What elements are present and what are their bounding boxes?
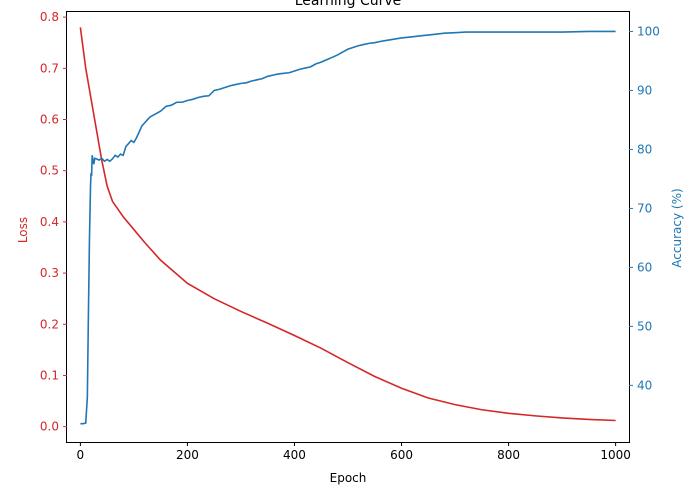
chart-title: Learning Curve	[295, 0, 402, 9]
x-tick-label: 400	[283, 448, 306, 462]
left-y-tick-label: 0.7	[40, 61, 59, 75]
loss-series-line	[79, 27, 616, 422]
right-y-tick-label: 50	[637, 319, 652, 333]
right-y-tick-label: 80	[637, 142, 652, 156]
left-y-tick-label: 0.3	[40, 266, 59, 280]
left-y-axis: 0.0 0.1 0.2 0.3 0.4 0.5 0.6 0.7 0.8	[40, 10, 67, 434]
right-y-tick-label: 90	[637, 83, 652, 97]
x-tick-label: 1000	[600, 448, 631, 462]
x-axis-label: Epoch	[330, 471, 367, 485]
left-y-tick-label: 0.0	[40, 420, 59, 434]
left-y-tick-label: 0.6	[40, 113, 59, 127]
left-y-axis-label: Loss	[16, 217, 30, 243]
right-y-tick-label: 60	[637, 260, 652, 274]
x-tick-label: 800	[497, 448, 520, 462]
left-y-tick-label: 0.1	[40, 368, 59, 382]
x-axis: 0 200 400 600 800 1000	[77, 442, 631, 462]
right-y-tick-label: 40	[637, 378, 652, 392]
left-y-tick-label: 0.4	[40, 215, 59, 229]
x-tick-label: 0	[77, 448, 85, 462]
x-tick-label: 600	[390, 448, 413, 462]
plot-area-frame	[66, 11, 630, 443]
right-y-tick-label: 100	[637, 24, 660, 38]
left-y-tick-label: 0.8	[40, 10, 59, 24]
accuracy-series-line	[80, 30, 616, 425]
left-y-tick-label: 0.2	[40, 317, 59, 331]
right-y-axis: 40 50 60 70 80 90 100	[629, 24, 660, 392]
x-tick-label: 200	[176, 448, 199, 462]
left-y-tick-label: 0.5	[40, 164, 59, 178]
right-y-axis-label: Accuracy (%)	[670, 188, 684, 267]
right-y-tick-label: 70	[637, 201, 652, 215]
